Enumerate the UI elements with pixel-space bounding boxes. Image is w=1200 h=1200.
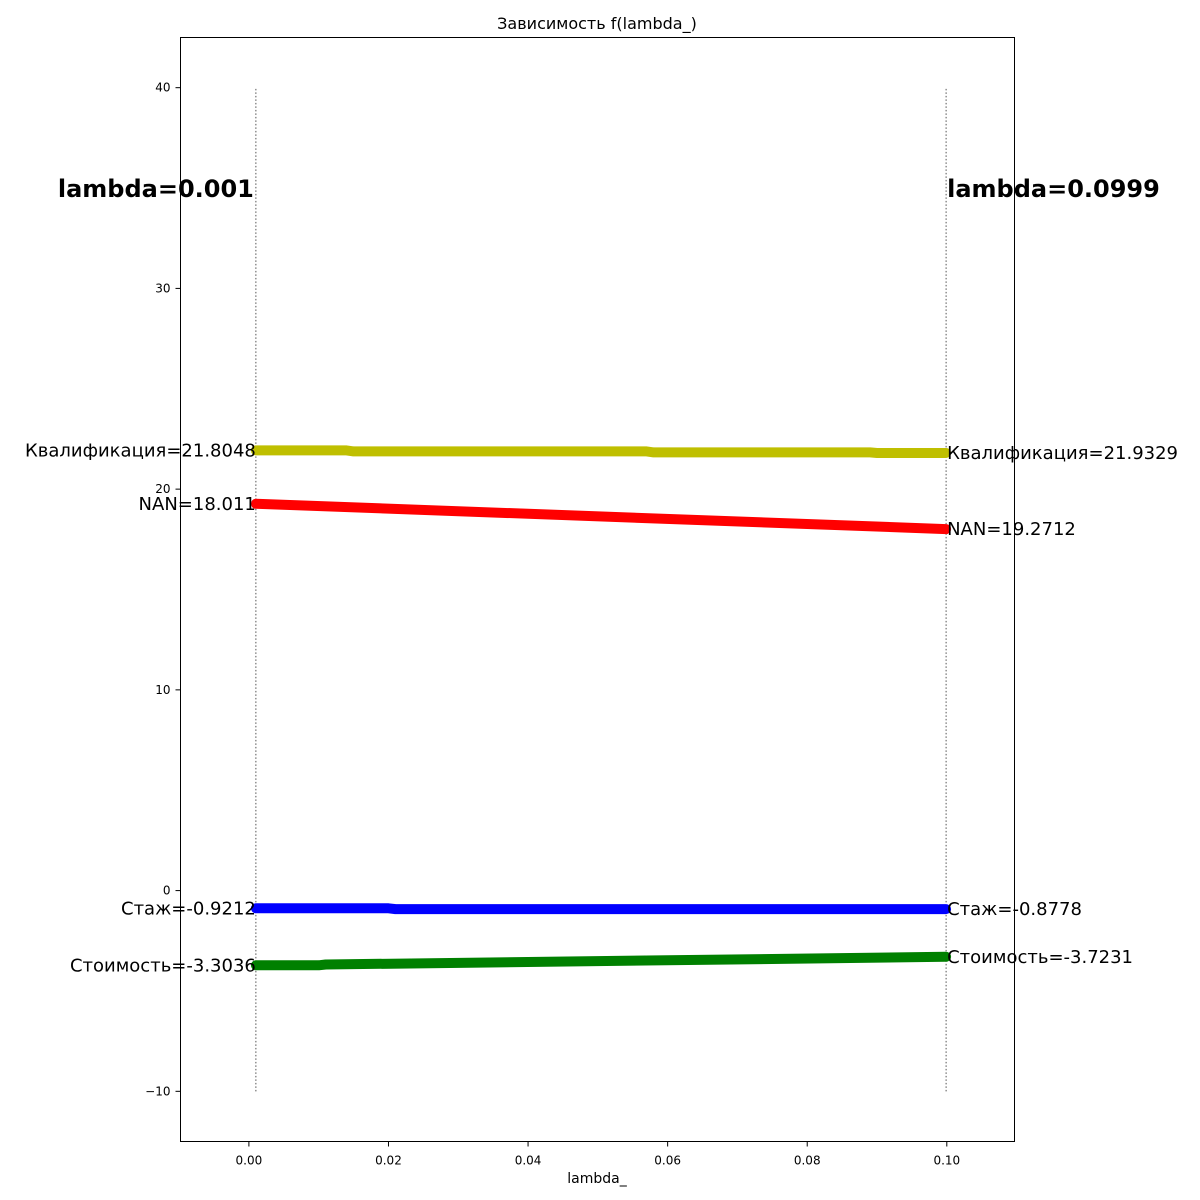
x-tick-label: 0.02 xyxy=(375,1154,402,1168)
series-line-0 xyxy=(250,445,952,458)
value-annotation: Квалификация=21.9329 xyxy=(947,443,1178,464)
y-tick-label: 20 xyxy=(155,482,170,496)
x-tick-label: 0.06 xyxy=(654,1154,681,1168)
series-line-2 xyxy=(250,903,952,915)
lambda-label: lambda=0.0999 xyxy=(947,175,1160,203)
lambda-label: lambda=0.001 xyxy=(58,175,254,203)
y-tick-label: 40 xyxy=(155,81,170,95)
value-annotation: Стоимость=-3.3036 xyxy=(70,955,256,976)
plot-area: Квалификация=21.8048 NAN=18.011 Стаж=-0.92… xyxy=(25,87,1178,1092)
x-tick-label: 0.10 xyxy=(933,1154,960,1168)
value-annotation: Квалификация=21.8048 xyxy=(25,440,256,461)
value-annotation: NAN=19.2712 xyxy=(947,519,1076,540)
value-annotation: NAN=18.011 xyxy=(139,494,256,515)
x-tick-label: 0.08 xyxy=(794,1154,821,1168)
x-axis-label: lambda_ xyxy=(567,1171,627,1187)
value-annotation: Стоимость=-3.7231 xyxy=(947,947,1133,968)
y-tick-label: 10 xyxy=(155,683,170,697)
chart-title: Зависимость f(lambda_) xyxy=(497,14,697,34)
series-line-3 xyxy=(250,951,952,971)
value-annotation: Стаж=-0.9212 xyxy=(121,898,256,919)
x-tick-label: 0.00 xyxy=(236,1154,263,1168)
y-tick-label: 0 xyxy=(163,884,171,898)
plot-frame xyxy=(180,37,1015,1142)
y-tick-label: 30 xyxy=(155,281,170,295)
axes: 0.00 0.02 0.04 0.06 0.08 0.10 −10 0 10 20 30 40 xyxy=(145,81,960,1168)
x-tick-label: 0.04 xyxy=(515,1154,542,1168)
series-line-1 xyxy=(250,498,952,535)
y-tick-label: −10 xyxy=(145,1084,170,1098)
